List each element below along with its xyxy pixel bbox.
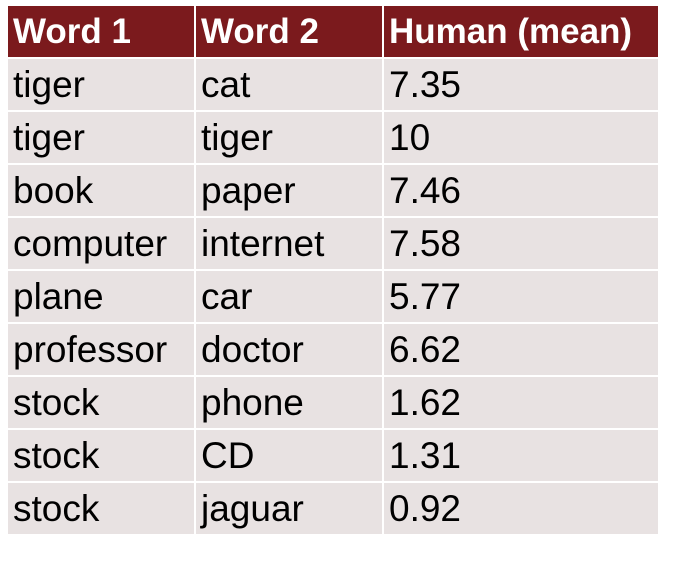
- table-row: professor doctor 6.62: [8, 322, 658, 377]
- cell-word-1: stock: [8, 375, 196, 430]
- table-row: book paper 7.46: [8, 163, 658, 218]
- cell-word-2: cat: [194, 57, 384, 112]
- table-header: Word 1 Word 2 Human (mean): [8, 6, 658, 59]
- table-body: tiger cat 7.35 tiger tiger 10 book paper…: [8, 57, 658, 536]
- cell-human-mean: 1.62: [382, 375, 658, 430]
- table-row: computer internet 7.58: [8, 216, 658, 271]
- cell-human-mean: 5.77: [382, 269, 658, 324]
- cell-human-mean: 7.46: [382, 163, 658, 218]
- cell-word-1: professor: [8, 322, 196, 377]
- cell-human-mean: 10: [382, 110, 658, 165]
- column-header-word-2: Word 2: [194, 6, 384, 59]
- table-row: stock jaguar 0.92: [8, 481, 658, 536]
- table-row: stock phone 1.62: [8, 375, 658, 430]
- word-similarity-table-container: Word 1 Word 2 Human (mean) tiger cat 7.3…: [8, 6, 658, 536]
- cell-human-mean: 7.58: [382, 216, 658, 271]
- column-header-word-1: Word 1: [8, 6, 196, 59]
- cell-word-1: tiger: [8, 110, 196, 165]
- cell-word-2: doctor: [194, 322, 384, 377]
- table-row: stock CD 1.31: [8, 428, 658, 483]
- cell-word-1: stock: [8, 428, 196, 483]
- cell-word-2: tiger: [194, 110, 384, 165]
- word-similarity-table: Word 1 Word 2 Human (mean) tiger cat 7.3…: [8, 6, 658, 536]
- table-row: tiger cat 7.35: [8, 57, 658, 112]
- table-row: plane car 5.77: [8, 269, 658, 324]
- cell-word-2: CD: [194, 428, 384, 483]
- column-header-human-mean: Human (mean): [382, 6, 658, 59]
- cell-word-2: jaguar: [194, 481, 384, 536]
- cell-human-mean: 6.62: [382, 322, 658, 377]
- cell-word-1: plane: [8, 269, 196, 324]
- cell-word-1: book: [8, 163, 196, 218]
- header-row: Word 1 Word 2 Human (mean): [8, 6, 658, 59]
- cell-word-1: tiger: [8, 57, 196, 112]
- cell-word-1: computer: [8, 216, 196, 271]
- cell-word-2: internet: [194, 216, 384, 271]
- cell-human-mean: 1.31: [382, 428, 658, 483]
- table-row: tiger tiger 10: [8, 110, 658, 165]
- cell-word-2: phone: [194, 375, 384, 430]
- cell-human-mean: 7.35: [382, 57, 658, 112]
- cell-word-1: stock: [8, 481, 196, 536]
- cell-word-2: car: [194, 269, 384, 324]
- cell-human-mean: 0.92: [382, 481, 658, 536]
- cell-word-2: paper: [194, 163, 384, 218]
